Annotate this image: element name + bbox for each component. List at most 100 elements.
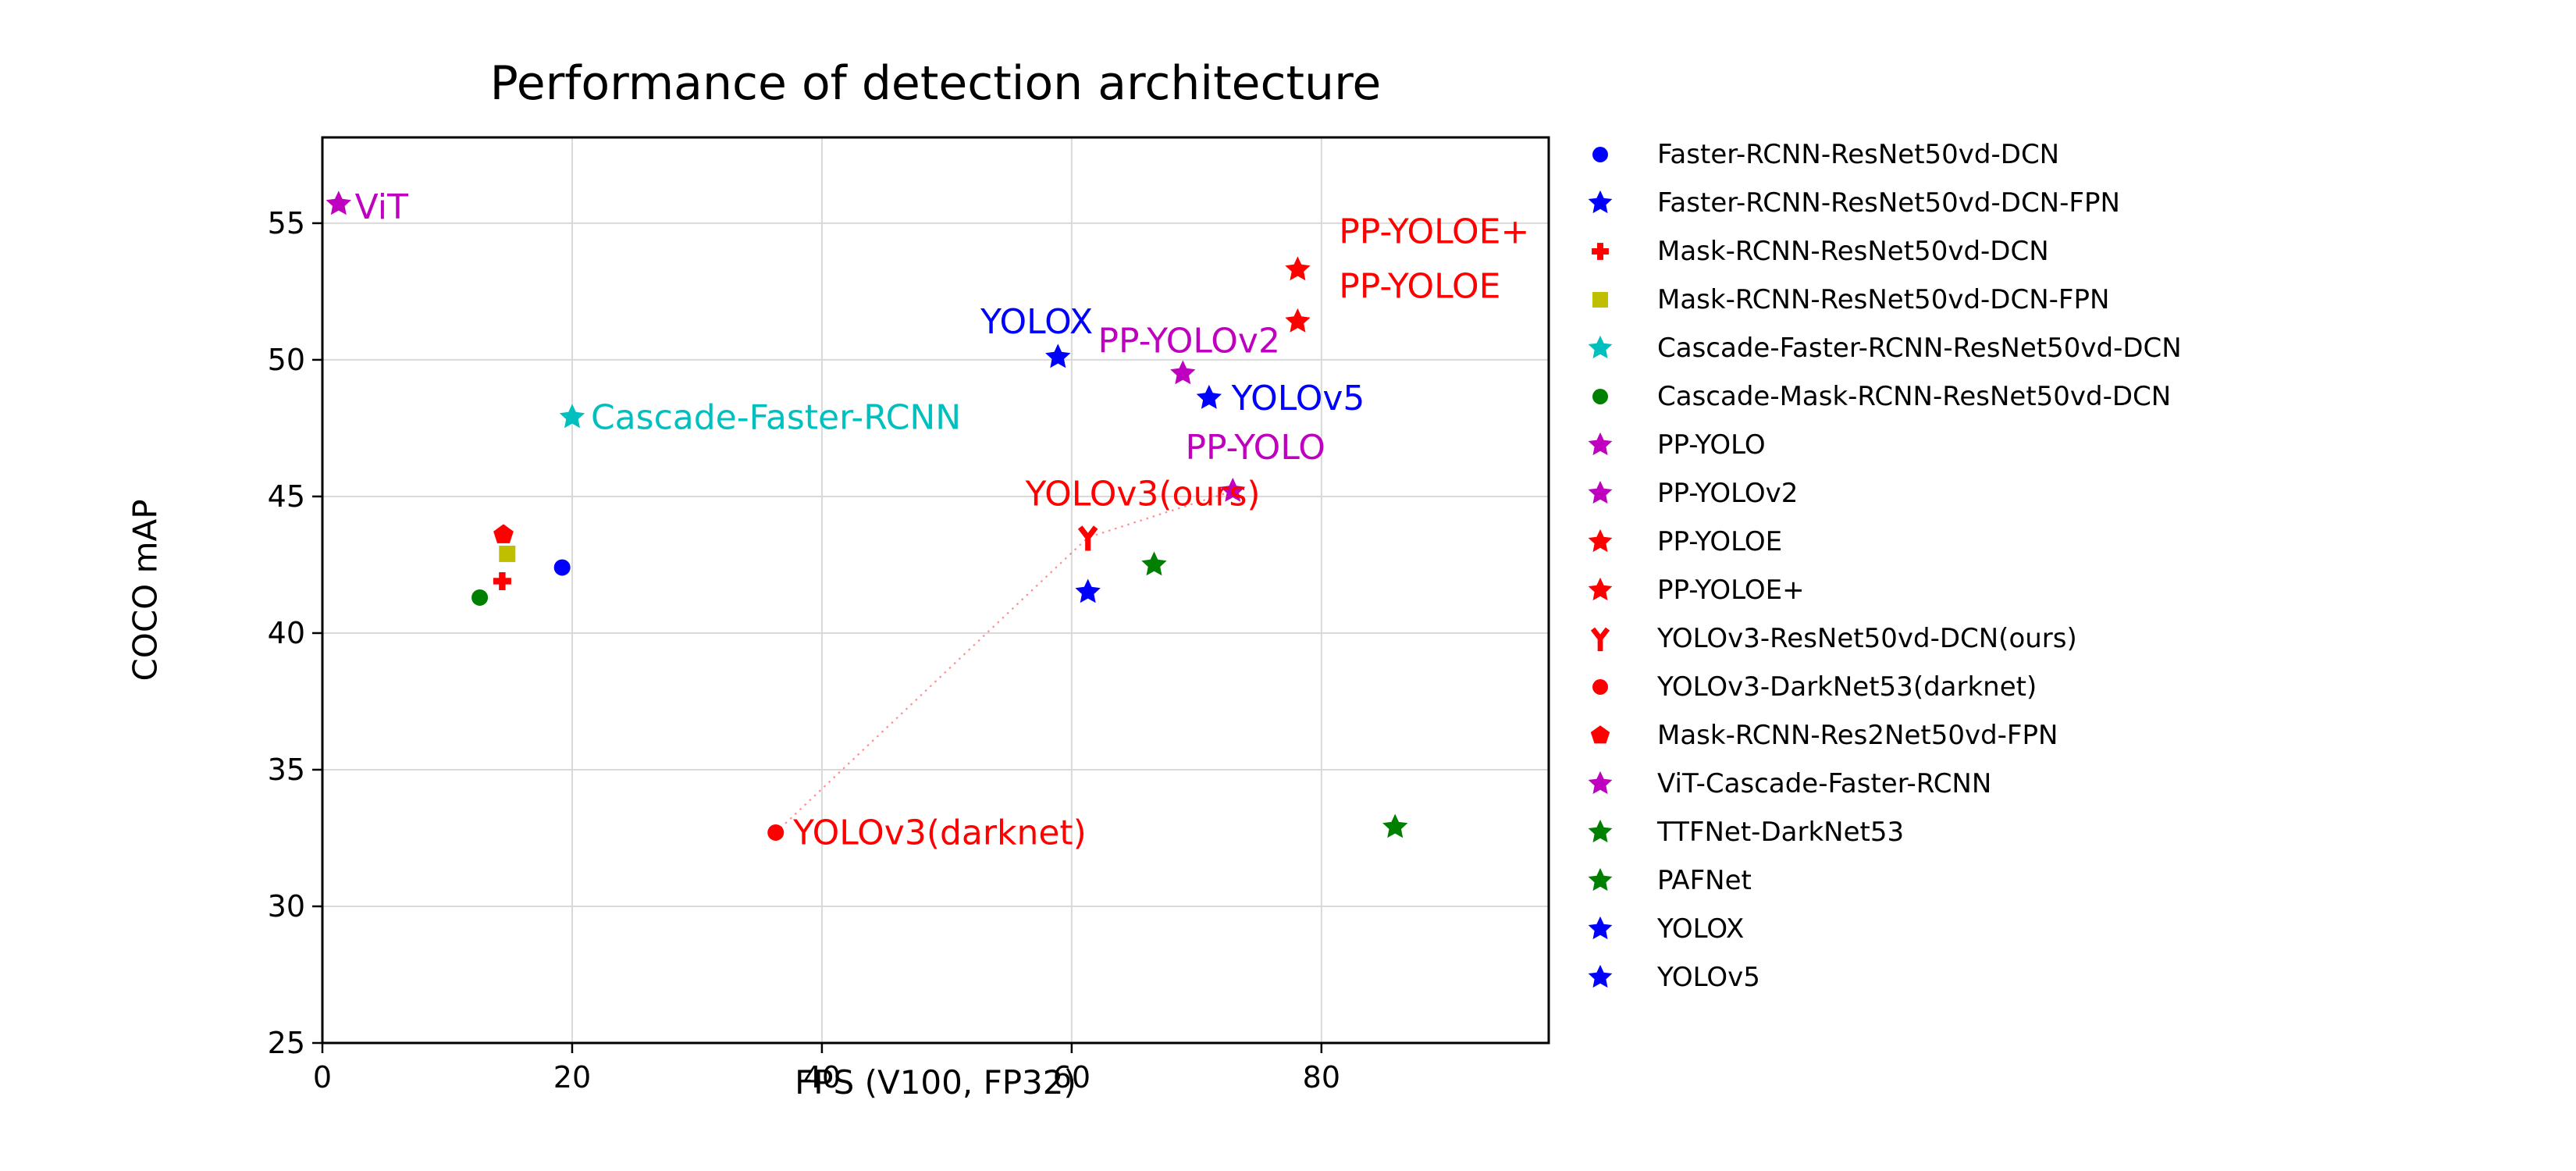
- star-icon: [1588, 432, 1613, 456]
- marker-YOLOv3-DarkNet53(darknet): [767, 824, 785, 841]
- star-icon: [1588, 916, 1613, 940]
- x-axis-label: FPS (V100, FP32): [795, 1063, 1076, 1102]
- legend-row-PP-YOLOE: PP-YOLOE: [1550, 518, 2182, 566]
- tick-label-x-40: 40: [803, 1060, 841, 1094]
- marker-PP-YOLOE: [1285, 308, 1311, 333]
- marker-PP-YOLO: [1220, 477, 1246, 502]
- tick-label-x-60: 60: [1053, 1060, 1091, 1094]
- legend-row-YOLOv5: YOLOv5: [1550, 953, 2182, 1002]
- tick-label-y-40: 40: [268, 616, 305, 650]
- marker-PP-YOLOE+: [1285, 256, 1311, 281]
- star-icon: [1588, 819, 1613, 843]
- legend-label: Faster-RCNN-ResNet50vd-DCN: [1657, 139, 2060, 170]
- pentagon-icon: [1590, 725, 1610, 744]
- legend-row-YOLOv3-DarkNet53(darknet): YOLOv3-DarkNet53(darknet): [1550, 663, 2182, 711]
- tri-y-icon: [1590, 627, 1610, 652]
- marker-Mask-RCNN-ResNet50vd-DCN: [493, 571, 511, 590]
- legend-row-Mask-RCNN-ResNet50vd-DCN: Mask-RCNN-ResNet50vd-DCN: [1550, 227, 2182, 276]
- annotation-YOLOv5: YOLOv5: [1231, 379, 1365, 418]
- legend-label: PP-YOLOv2: [1657, 478, 1799, 509]
- legend-row-PP-YOLOE+: PP-YOLOE+: [1550, 566, 2182, 614]
- tick-label-x-20: 20: [553, 1060, 591, 1094]
- tick-label-y-30: 30: [268, 889, 305, 924]
- tick-label-x-80: 80: [1303, 1060, 1340, 1094]
- legend-row-TTFNet-DarkNet53: TTFNet-DarkNet53: [1550, 808, 2182, 856]
- star-icon: [1588, 190, 1613, 214]
- marker-YOLOX: [1045, 343, 1071, 368]
- marker-Mask-RCNN-ResNet50vd-DCN-FPN: [499, 545, 516, 562]
- annotation-PP-YOLOE: PP-YOLOE: [1339, 266, 1500, 306]
- legend-row-YOLOX: YOLOX: [1550, 905, 2182, 953]
- annotation-YOLOv3(ours): YOLOv3(ours): [1025, 474, 1261, 514]
- legend-label: Faster-RCNN-ResNet50vd-DCN-FPN: [1657, 187, 2120, 219]
- annotation-ViT: ViT: [355, 187, 408, 227]
- legend-row-Cascade-Faster-RCNN-ResNet50vd-DCN: Cascade-Faster-RCNN-ResNet50vd-DCN: [1550, 324, 2182, 372]
- legend-label: YOLOv5: [1657, 962, 1760, 993]
- circle-icon: [1592, 147, 1608, 162]
- legend-row-PP-YOLO: PP-YOLO: [1550, 421, 2182, 469]
- legend-label: PP-YOLOE: [1657, 526, 1783, 557]
- circle-icon: [1592, 389, 1608, 404]
- legend-row-PP-YOLOv2: PP-YOLOv2: [1550, 469, 2182, 518]
- star-icon: [1588, 771, 1613, 795]
- marker-PP-YOLOv2: [1170, 360, 1196, 385]
- legend-label: TTFNet-DarkNet53: [1657, 817, 1905, 848]
- tick-label-y-35: 35: [268, 753, 305, 787]
- plus-icon: [1592, 243, 1609, 260]
- legend-label: Cascade-Mask-RCNN-ResNet50vd-DCN: [1657, 381, 2172, 412]
- star-icon: [1588, 480, 1613, 504]
- annotation-YOLOv3(darknet): YOLOv3(darknet): [792, 813, 1087, 852]
- legend-label: PP-YOLO: [1657, 429, 1766, 461]
- annotation-PP-YOLOE+: PP-YOLOE+: [1339, 212, 1529, 251]
- marker-Faster-RCNN-ResNet50vd-DCN: [553, 559, 571, 576]
- legend-row-ViT-Cascade-Faster-RCNN: ViT-Cascade-Faster-RCNN: [1550, 760, 2182, 808]
- tick-label-x-0: 0: [313, 1060, 332, 1094]
- legend-label: Mask-RCNN-Res2Net50vd-FPN: [1657, 720, 2058, 751]
- annotation-PP-YOLO: PP-YOLO: [1185, 428, 1325, 468]
- marker-PAFNet: [1141, 551, 1167, 576]
- marker-Faster-RCNN-ResNet50vd-DCN-FPN: [1075, 578, 1101, 603]
- legend-label: YOLOv3-ResNet50vd-DCN(ours): [1657, 623, 2077, 654]
- legend-row-Faster-RCNN-ResNet50vd-DCN-FPN: Faster-RCNN-ResNet50vd-DCN-FPN: [1550, 179, 2182, 227]
- marker-Cascade-Faster-RCNN-ResNet50vd-DCN: [559, 404, 585, 429]
- tick-label-y-45: 45: [268, 479, 305, 514]
- star-icon: [1588, 335, 1613, 359]
- legend-row-YOLOv3-ResNet50vd-DCN(ours): YOLOv3-ResNet50vd-DCN(ours): [1550, 614, 2182, 663]
- legend-row-Cascade-Mask-RCNN-ResNet50vd-DCN: Cascade-Mask-RCNN-ResNet50vd-DCN: [1550, 372, 2182, 421]
- legend-label: PAFNet: [1657, 865, 1752, 896]
- legend-row-Faster-RCNN-ResNet50vd-DCN: Faster-RCNN-ResNet50vd-DCN: [1550, 130, 2182, 179]
- tick-label-y-25: 25: [268, 1026, 305, 1060]
- legend-label: Mask-RCNN-ResNet50vd-DCN: [1657, 236, 2049, 267]
- legend-label: Cascade-Faster-RCNN-ResNet50vd-DCN: [1657, 333, 2182, 364]
- annotation-YOLOX: YOLOX: [980, 302, 1093, 342]
- legend-row-Mask-RCNN-Res2Net50vd-FPN: Mask-RCNN-Res2Net50vd-FPN: [1550, 711, 2182, 760]
- legend-label: YOLOX: [1657, 913, 1745, 945]
- marker-Mask-RCNN-Res2Net50vd-FPN: [493, 524, 514, 543]
- marker-TTFNet-DarkNet53: [1382, 813, 1408, 838]
- square-icon: [1592, 292, 1608, 308]
- plot-frame: [321, 136, 1550, 1045]
- y-axis-label: COCO mAP: [126, 499, 165, 682]
- legend-row-PAFNet: PAFNet: [1550, 856, 2182, 905]
- legend-label: YOLOv3-DarkNet53(darknet): [1657, 671, 2037, 703]
- marker-ViT-Cascade-Faster-RCNN: [326, 190, 351, 215]
- tick-label-y-50: 50: [268, 343, 305, 377]
- marker-YOLOv3-ResNet50vd-DCN(ours): [1077, 525, 1098, 551]
- star-icon: [1588, 529, 1613, 553]
- annotation-PP-YOLOv2: PP-YOLOv2: [1098, 321, 1279, 361]
- circle-icon: [1592, 679, 1608, 695]
- chart-title: Performance of detection architecture: [489, 56, 1382, 111]
- star-icon: [1588, 964, 1613, 988]
- star-icon: [1588, 867, 1613, 892]
- legend-row-Mask-RCNN-ResNet50vd-DCN-FPN: Mask-RCNN-ResNet50vd-DCN-FPN: [1550, 276, 2182, 324]
- legend-label: Mask-RCNN-ResNet50vd-DCN-FPN: [1657, 284, 2110, 315]
- trend-line: [774, 489, 1233, 834]
- legend-label: ViT-Cascade-Faster-RCNN: [1657, 768, 1992, 799]
- star-icon: [1588, 577, 1613, 601]
- tick-label-y-55: 55: [268, 206, 305, 240]
- legend: Faster-RCNN-ResNet50vd-DCN Faster-RCNN-Re…: [1550, 130, 2182, 1002]
- annotation-Cascade-Faster-RCNN: Cascade-Faster-RCNN: [591, 397, 961, 437]
- marker-Cascade-Mask-RCNN-ResNet50vd-DCN: [471, 589, 489, 606]
